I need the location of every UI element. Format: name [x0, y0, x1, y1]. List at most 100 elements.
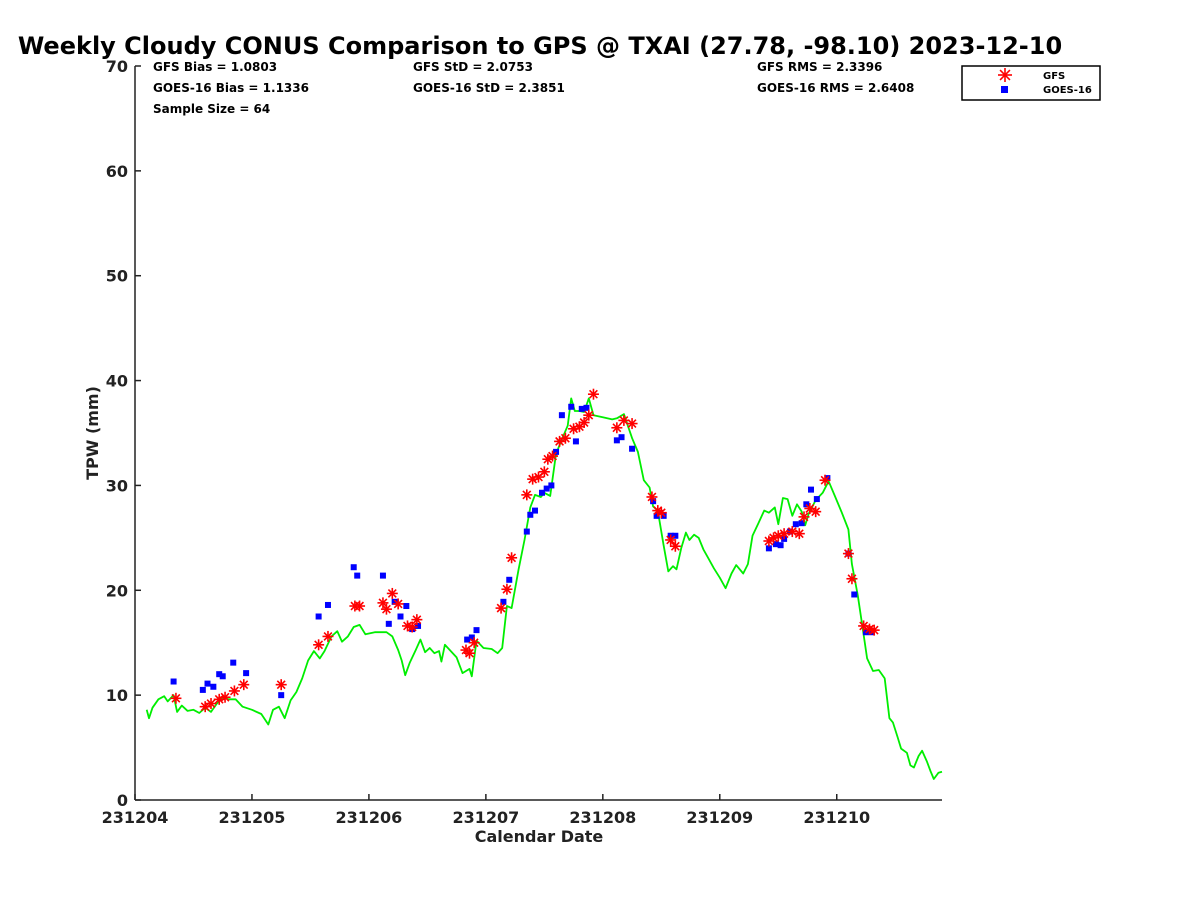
goes-point	[792, 521, 799, 528]
gfs-point	[559, 432, 571, 444]
gfs-point	[793, 528, 805, 540]
gfs-point	[842, 548, 854, 560]
goes-point	[506, 576, 513, 583]
legend-goes-marker	[1001, 86, 1008, 93]
goes-point	[415, 622, 422, 629]
stat-gfs-rms: GFS RMS = 2.3396	[757, 60, 882, 74]
gfs-point	[646, 491, 658, 503]
gfs-series	[170, 388, 880, 713]
gps-series	[145, 397, 943, 780]
goes-point	[219, 673, 226, 680]
gfs-point	[583, 409, 595, 421]
goes-point	[315, 613, 322, 620]
gfs-point	[786, 526, 798, 538]
x-tick-label: 231207	[452, 808, 519, 827]
gfs-point	[468, 637, 480, 649]
goes-point	[468, 634, 475, 641]
gfs-point	[868, 624, 880, 636]
goes-point	[500, 598, 507, 605]
gfs-point	[380, 603, 392, 615]
x-tick-label: 231205	[219, 808, 286, 827]
goes-point	[539, 489, 546, 496]
gfs-point	[611, 422, 623, 434]
goes-point	[350, 564, 357, 571]
stats-block: GFS Bias = 1.0803 GOES-16 Bias = 1.1336 …	[153, 60, 914, 116]
stat-gfs-std: GFS StD = 2.0753	[413, 60, 533, 74]
gfs-point	[386, 587, 398, 599]
gfs-point	[655, 507, 667, 519]
gfs-point	[170, 692, 182, 704]
gps-line	[145, 397, 943, 780]
gfs-point	[618, 414, 630, 426]
x-ticks: 231204 231205 231206 231207 231208 231209 2312…	[102, 794, 870, 827]
goes-point	[650, 498, 657, 505]
legend-box	[961, 65, 1101, 101]
stat-goes-std: GOES-16 StD = 2.3851	[413, 81, 565, 95]
goes-point	[578, 405, 585, 412]
gfs-point	[354, 600, 366, 612]
goes-point	[230, 659, 237, 666]
y-tick-label: 20	[106, 581, 128, 600]
x-tick-label: 231204	[102, 808, 169, 827]
gfs-point	[219, 691, 231, 703]
x-axis-label: Calendar Date	[475, 827, 604, 846]
goes-series	[170, 403, 875, 699]
gfs-point	[798, 511, 810, 523]
goes-point	[170, 678, 177, 685]
goes-point	[618, 434, 625, 441]
goes-point	[765, 545, 772, 552]
gfs-point	[665, 534, 677, 546]
gfs-point	[238, 679, 250, 691]
goes-point	[473, 627, 480, 634]
goes-point	[397, 613, 404, 620]
gfs-point	[578, 417, 590, 429]
goes-point	[243, 670, 250, 677]
stat-goes-rms: GOES-16 RMS = 2.6408	[757, 81, 914, 95]
goes-point	[808, 486, 815, 493]
legend-gfs-marker	[998, 68, 1012, 82]
x-tick-label: 231208	[569, 808, 636, 827]
gfs-point	[411, 614, 423, 626]
gfs-point	[506, 552, 518, 564]
stat-sample-size: Sample Size = 64	[153, 102, 270, 116]
goes-point	[813, 496, 820, 503]
goes-point	[568, 403, 575, 410]
gfs-point	[547, 450, 559, 462]
goes-point	[613, 437, 620, 444]
goes-point	[672, 532, 679, 539]
goes-point	[199, 686, 206, 693]
gfs-point	[587, 388, 599, 400]
gfs-point	[538, 466, 550, 478]
goes-point	[772, 541, 779, 548]
goes-point	[629, 445, 636, 452]
goes-point	[385, 620, 392, 627]
goes-point	[558, 412, 565, 419]
goes-point	[798, 520, 805, 527]
gfs-point	[669, 540, 681, 552]
goes-point	[851, 591, 858, 598]
y-tick-label: 40	[106, 372, 128, 391]
goes-point	[278, 692, 285, 699]
gfs-point	[275, 679, 287, 691]
x-tick-label: 231209	[686, 808, 753, 827]
gfs-point	[406, 621, 418, 633]
gfs-point	[626, 418, 638, 430]
y-tick-label: 10	[106, 686, 128, 705]
y-tick-label: 0	[117, 791, 128, 810]
goes-point	[583, 404, 590, 411]
gfs-point	[205, 698, 217, 710]
gfs-point	[495, 602, 507, 614]
y-axis-label: TPW (mm)	[83, 386, 102, 480]
goes-point	[527, 511, 534, 518]
goes-point	[210, 683, 217, 690]
y-tick-label: 70	[106, 57, 128, 76]
y-tick-label: 50	[106, 267, 128, 286]
legend-gfs-asterisk	[998, 68, 1012, 82]
x-tick-label: 231210	[803, 808, 870, 827]
gfs-point	[228, 685, 240, 697]
goes-point	[572, 438, 579, 445]
stat-goes-bias: GOES-16 Bias = 1.1336	[153, 81, 309, 95]
legend: GFS GOES-16	[961, 65, 1101, 101]
